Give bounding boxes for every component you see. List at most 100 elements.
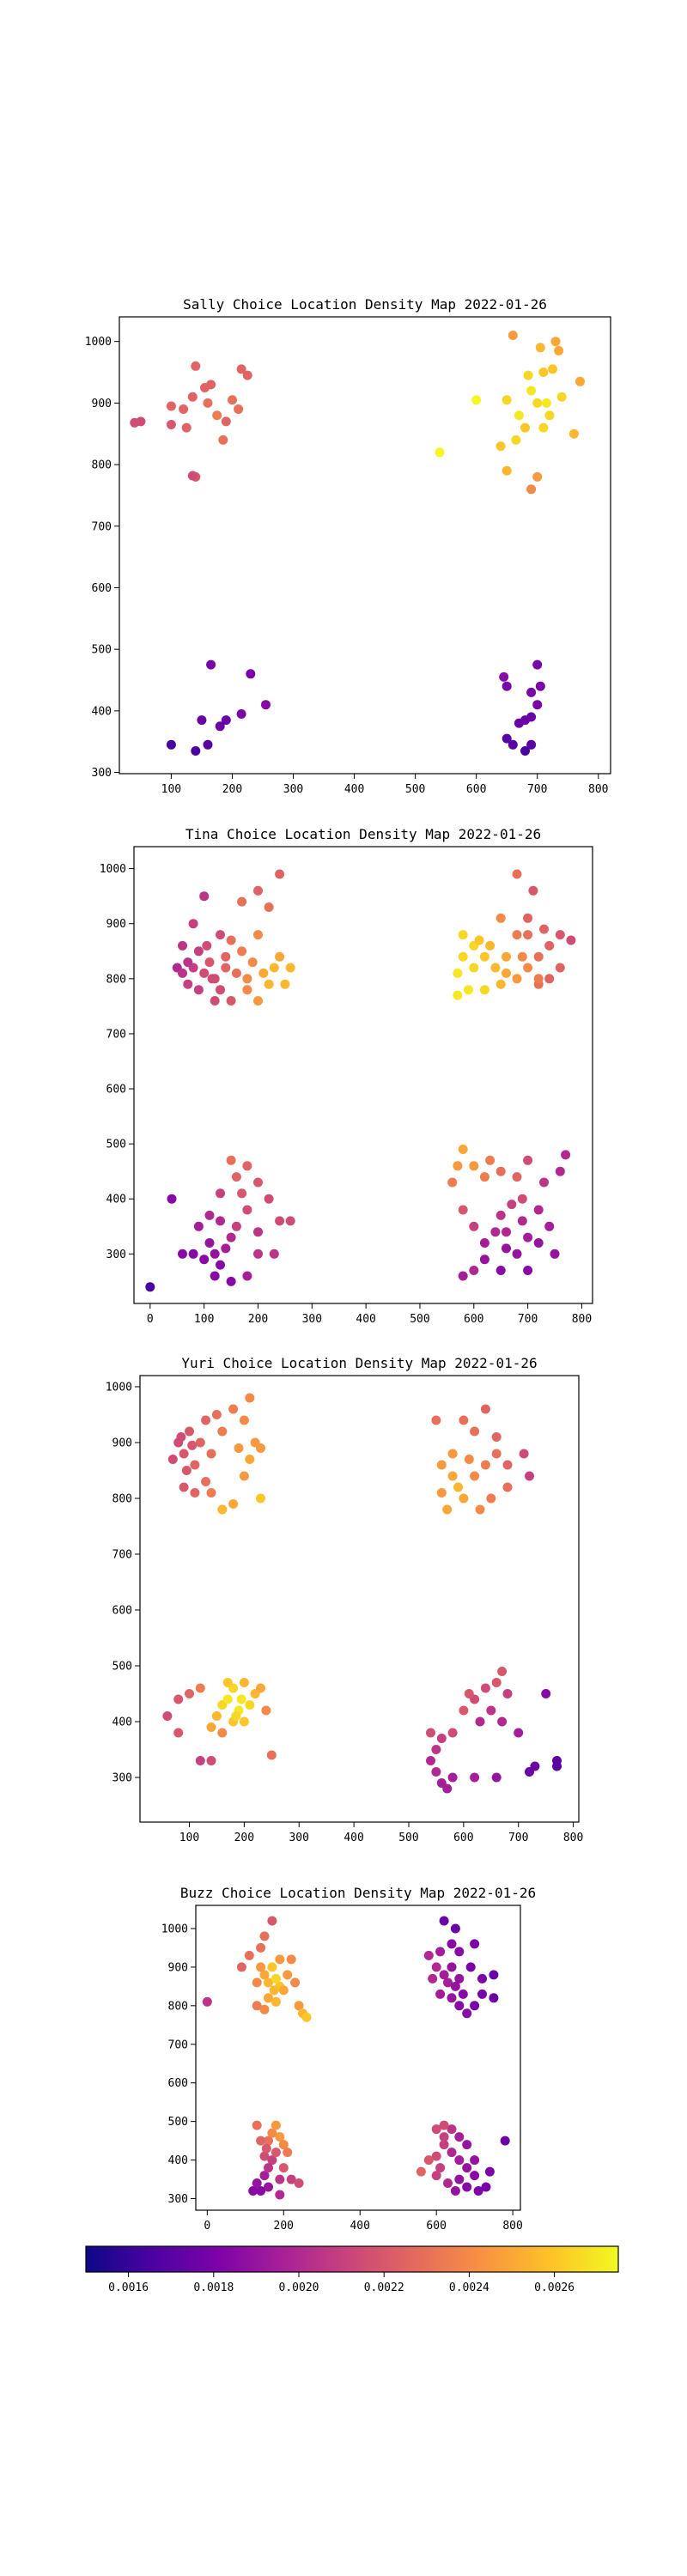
scatter-point — [264, 1194, 274, 1204]
scatter-point — [416, 2166, 426, 2177]
scatter-point — [259, 2151, 270, 2161]
scatter-point — [244, 1950, 254, 1960]
scatter-point — [216, 1260, 225, 1270]
scatter-point — [458, 1145, 468, 1154]
scatter-point — [275, 2190, 285, 2200]
scatter-point — [236, 1962, 246, 1972]
scatter-point — [502, 733, 512, 744]
scatter-point — [252, 2178, 262, 2188]
scatter-point — [561, 1150, 571, 1160]
scatter-point — [555, 1166, 565, 1176]
scatter-point — [226, 1276, 236, 1286]
scatter-point — [193, 946, 204, 957]
scatter-point — [519, 1449, 529, 1459]
scatter-point — [191, 361, 201, 371]
scatter-point — [237, 1188, 247, 1199]
scatter-point — [469, 1266, 479, 1275]
scatter-point — [176, 1432, 186, 1442]
scatter-point — [181, 1466, 192, 1475]
scatter-point — [495, 1266, 506, 1275]
scatter-point — [447, 1728, 458, 1738]
x-tick-label: 400 — [344, 1832, 363, 1844]
scatter-point — [259, 1931, 270, 1941]
scatter-point — [495, 441, 506, 452]
scatter-point — [271, 1996, 281, 2007]
scatter-point — [267, 1962, 277, 1972]
scatter-point — [216, 985, 225, 995]
scatter-point — [222, 1694, 233, 1704]
scatter-point — [462, 2008, 472, 2019]
scatter-point — [502, 1482, 513, 1492]
scatter-point — [464, 1455, 474, 1464]
scatter-point — [431, 2124, 441, 2135]
scatter-point — [221, 1243, 231, 1254]
scatter-point — [514, 410, 524, 421]
x-tick-label: 600 — [464, 1313, 483, 1326]
scatter-point — [201, 1415, 211, 1425]
scatter-point — [485, 940, 495, 951]
scatter-point — [568, 428, 579, 439]
scatter-point — [261, 1705, 271, 1716]
scatter-point — [528, 885, 538, 896]
colorbar-tick-label: 0.0018 — [193, 2281, 234, 2294]
scatter-point — [486, 1493, 496, 1504]
scatter-point — [458, 951, 468, 962]
scatter-point — [555, 930, 565, 940]
scatter-point — [275, 869, 285, 879]
chart-panel: Sally Choice Location Density Map 2022-0… — [85, 296, 611, 796]
scatter-point — [222, 1678, 233, 1687]
scatter-point — [475, 1504, 485, 1515]
scatter-point — [453, 968, 463, 978]
scatter-point — [497, 1667, 508, 1676]
scatter-point — [256, 1683, 265, 1693]
scatter-point — [541, 398, 551, 408]
scatter-point — [210, 1271, 220, 1281]
scatter-point — [453, 990, 463, 1000]
colorbar-tick-label: 0.0026 — [534, 2281, 575, 2294]
y-tick-label: 500 — [112, 1661, 132, 1674]
scatter-point — [477, 1973, 487, 1984]
scatter-point — [464, 1689, 474, 1698]
scatter-point — [512, 1172, 522, 1182]
y-tick-label: 900 — [112, 1437, 132, 1450]
scatter-point — [261, 2143, 271, 2154]
scatter-point — [465, 1962, 476, 1972]
scatter-point — [502, 681, 512, 691]
scatter-point — [207, 974, 217, 984]
scatter-point — [211, 1711, 222, 1721]
scatter-point — [491, 1678, 502, 1687]
scatter-point — [259, 1970, 270, 1980]
scatter-point — [447, 1772, 458, 1783]
scatter-point — [166, 420, 176, 429]
scatter-point — [523, 370, 533, 380]
scatter-point — [187, 392, 198, 402]
scatter-point — [275, 1954, 285, 1965]
scatter-point — [479, 1172, 489, 1182]
y-tick-label: 600 — [92, 582, 112, 595]
scatter-point — [442, 1783, 453, 1794]
y-tick-label: 800 — [92, 459, 112, 472]
scatter-point — [166, 739, 176, 750]
x-tick-label: 200 — [248, 1313, 268, 1326]
scatter-point — [484, 2166, 495, 2177]
scatter-point — [191, 746, 201, 756]
scatter-points — [202, 1916, 510, 2200]
x-tick-label: 500 — [405, 783, 425, 796]
scatter-point — [439, 2140, 449, 2150]
scatter-point — [252, 2001, 262, 2011]
scatter-point — [426, 1728, 435, 1738]
scatter-point — [202, 940, 212, 951]
scatter-point — [236, 1694, 246, 1704]
scatter-point — [550, 337, 561, 347]
y-tick-label: 1000 — [106, 1382, 132, 1394]
scatter-point — [236, 364, 246, 374]
scatter-point — [454, 1947, 465, 1957]
y-tick-label: 400 — [112, 1716, 132, 1729]
scatter-point — [535, 343, 545, 353]
scatter-point — [195, 1756, 205, 1765]
scatter-point — [253, 1177, 263, 1188]
scatter-point — [435, 1989, 446, 1999]
scatter-point — [197, 715, 207, 726]
scatter-point — [285, 1216, 295, 1226]
scatter-point — [431, 2171, 441, 2181]
